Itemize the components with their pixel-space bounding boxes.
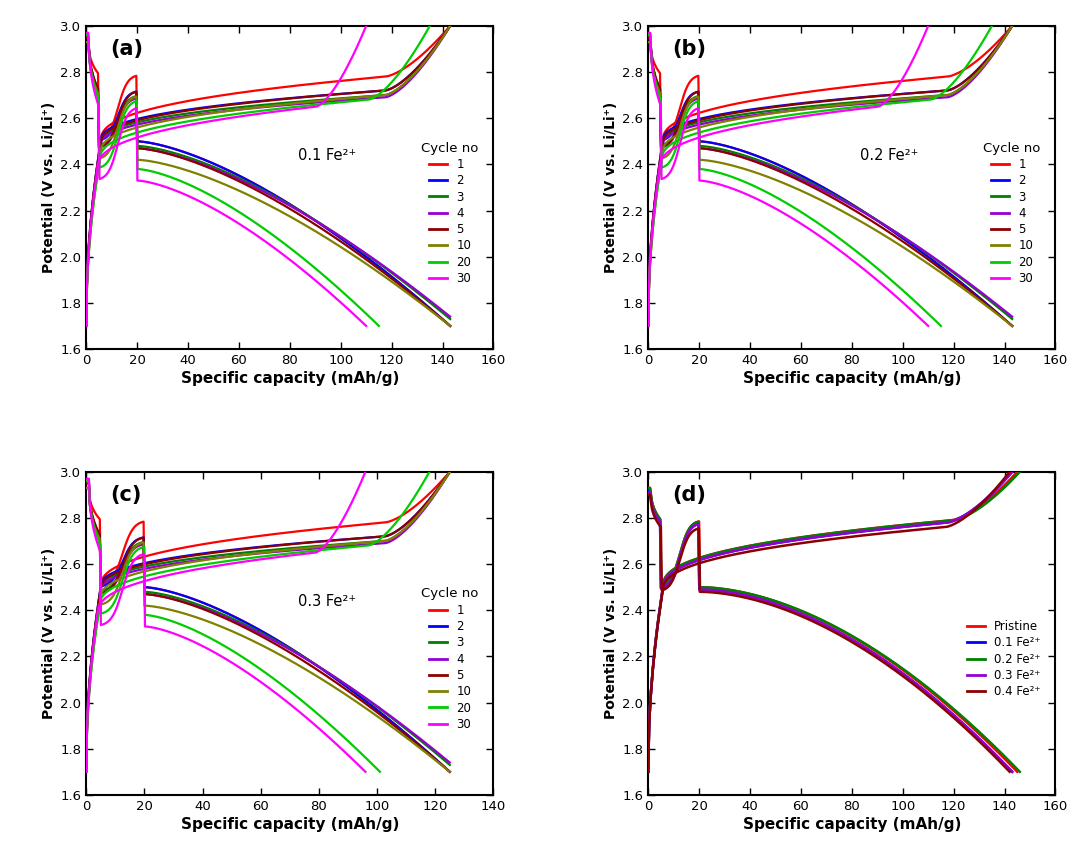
Text: (b): (b): [673, 39, 707, 59]
Legend: 1, 2, 3, 4, 5, 10, 20, 30: 1, 2, 3, 4, 5, 10, 20, 30: [417, 582, 484, 735]
Legend: Pristine, 0.1 Fe²⁺, 0.2 Fe²⁺, 0.3 Fe²⁺, 0.4 Fe²⁺: Pristine, 0.1 Fe²⁺, 0.2 Fe²⁺, 0.3 Fe²⁺, …: [963, 615, 1046, 703]
Text: (d): (d): [673, 485, 707, 505]
Y-axis label: Potential (V vs. Li/Li⁺): Potential (V vs. Li/Li⁺): [42, 548, 56, 719]
Text: (a): (a): [111, 39, 143, 59]
Y-axis label: Potential (V vs. Li/Li⁺): Potential (V vs. Li/Li⁺): [604, 548, 618, 719]
X-axis label: Specific capacity (mAh/g): Specific capacity (mAh/g): [181, 816, 398, 832]
X-axis label: Specific capacity (mAh/g): Specific capacity (mAh/g): [181, 371, 398, 386]
Legend: 1, 2, 3, 4, 5, 10, 20, 30: 1, 2, 3, 4, 5, 10, 20, 30: [979, 137, 1046, 289]
Legend: 1, 2, 3, 4, 5, 10, 20, 30: 1, 2, 3, 4, 5, 10, 20, 30: [417, 137, 484, 289]
Text: 0.3 Fe²⁺: 0.3 Fe²⁺: [298, 594, 356, 608]
Text: (c): (c): [111, 485, 142, 505]
X-axis label: Specific capacity (mAh/g): Specific capacity (mAh/g): [743, 371, 961, 386]
X-axis label: Specific capacity (mAh/g): Specific capacity (mAh/g): [743, 816, 961, 832]
Text: 0.1 Fe²⁺: 0.1 Fe²⁺: [298, 148, 356, 162]
Text: 0.2 Fe²⁺: 0.2 Fe²⁺: [859, 148, 919, 162]
Y-axis label: Potential (V vs. Li/Li⁺): Potential (V vs. Li/Li⁺): [42, 102, 56, 273]
Y-axis label: Potential (V vs. Li/Li⁺): Potential (V vs. Li/Li⁺): [604, 102, 618, 273]
